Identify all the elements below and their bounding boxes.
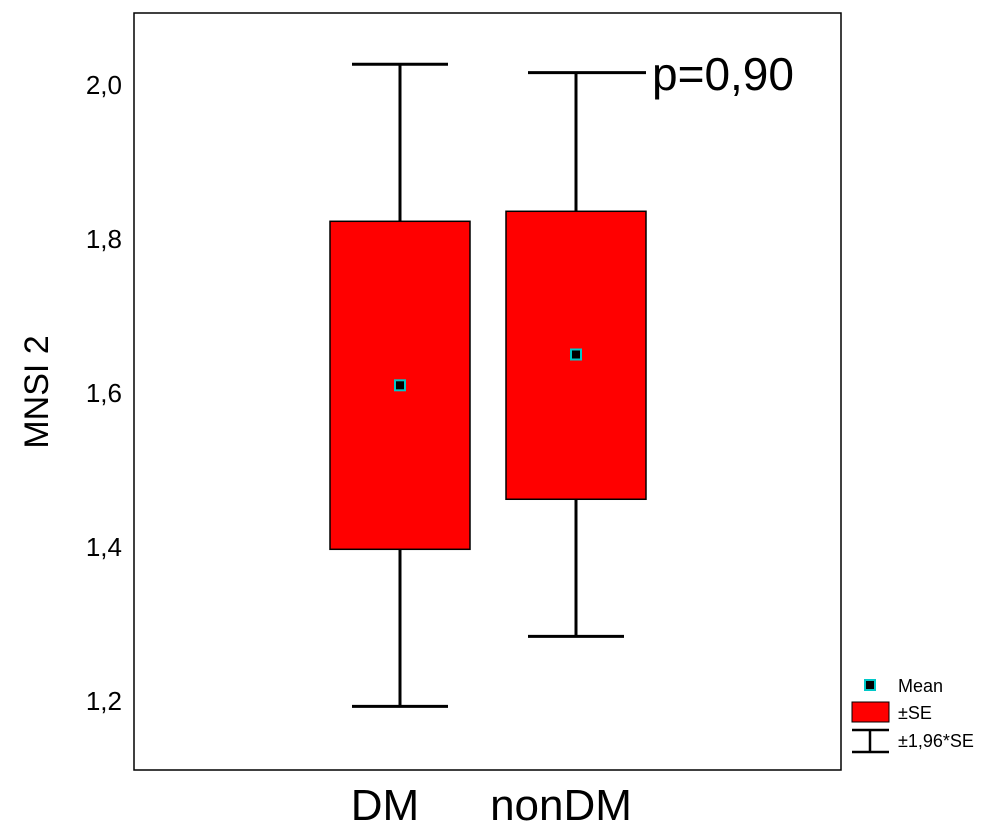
box-series (329, 62, 647, 708)
legend-item-mean: Mean (864, 676, 943, 696)
p-value-annotation: p=0,90 (652, 48, 794, 100)
y-tick-label: 1,4 (86, 532, 122, 562)
y-tick-label: 1,6 (86, 378, 122, 408)
legend-item-ci: ±1,96*SE (852, 728, 974, 754)
box-group (329, 62, 471, 708)
x-category-label: DM (351, 781, 419, 830)
x-category-label: nonDM (490, 781, 632, 830)
y-axis: 1,2 1,4 1,6 1,8 2,0 (86, 70, 122, 716)
mean-marker (394, 379, 406, 392)
box-group (505, 71, 647, 638)
mean-marker (570, 348, 582, 361)
legend-label: ±SE (898, 703, 932, 723)
legend-label: Mean (898, 676, 943, 696)
legend: Mean ±SE ±1,96*SE (851, 676, 974, 754)
y-tick-label: 1,8 (86, 224, 122, 254)
legend-se-symbol (851, 701, 890, 723)
y-tick-label: 2,0 (86, 70, 122, 100)
y-axis-label: MNSI 2 (18, 335, 56, 448)
y-tick-label: 1,2 (86, 686, 122, 716)
legend-mean-symbol (864, 679, 876, 691)
plot-frame (133, 12, 842, 771)
legend-item-se: ±SE (851, 701, 932, 723)
legend-label: ±1,96*SE (898, 731, 974, 751)
x-axis-labels: DM nonDM (351, 781, 632, 830)
